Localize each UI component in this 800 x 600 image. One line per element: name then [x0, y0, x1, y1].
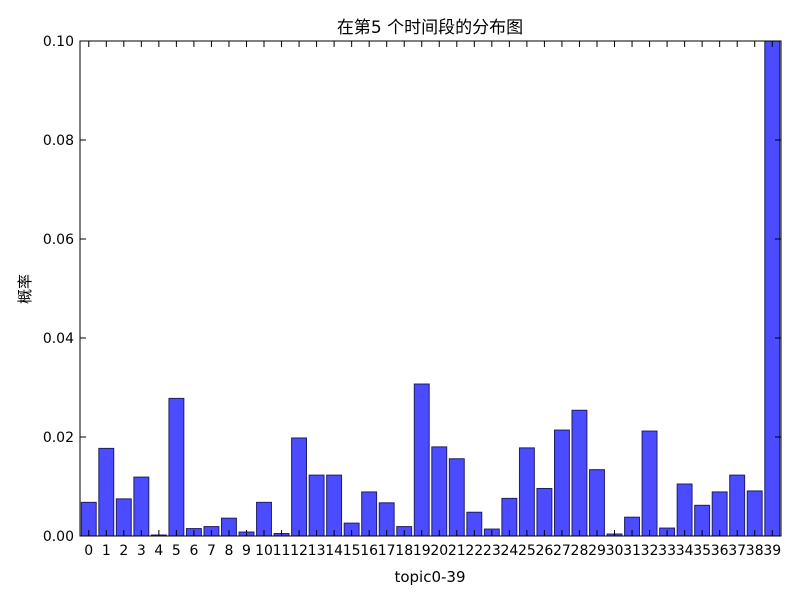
y-tick-label: 0.04 [43, 331, 74, 347]
bar-topic-26 [536, 487, 553, 537]
bar-topic-39 [764, 40, 781, 537]
x-tick-label: 15 [343, 543, 361, 559]
bar-topic-5 [168, 397, 185, 537]
chart-title: 在第5 个时间段的分布图 [337, 18, 523, 38]
bar-topic-37 [729, 474, 746, 537]
bar-topic-28 [571, 409, 588, 537]
bar-topic-19 [413, 383, 430, 537]
plot-frame [79, 40, 782, 537]
bar-topic-16 [361, 491, 378, 537]
x-tick-label: 31 [623, 543, 641, 559]
x-tick-label: 1 [102, 543, 111, 559]
x-tick-label: 8 [225, 543, 234, 559]
x-tick-label: 14 [325, 543, 343, 559]
x-tick-label: 9 [242, 543, 251, 559]
x-tick-label: 7 [207, 543, 216, 559]
x-tick-label: 19 [413, 543, 431, 559]
x-tick-label: 25 [518, 543, 536, 559]
bar-topic-21 [448, 458, 465, 537]
x-tick-label: 22 [465, 543, 483, 559]
bar-topic-34 [676, 483, 693, 537]
x-tick-label: 26 [535, 543, 553, 559]
bar-topic-36 [711, 491, 728, 537]
x-tick-label: 38 [746, 543, 764, 559]
x-tick-label: 2 [119, 543, 128, 559]
x-tick-label: 17 [378, 543, 396, 559]
x-axis-label: topic0-39 [394, 568, 465, 586]
x-tick-label: 27 [553, 543, 571, 559]
x-tick-label: 18 [395, 543, 413, 559]
x-tick-label: 35 [693, 543, 711, 559]
bar-topic-13 [308, 474, 325, 537]
bar-topic-25 [518, 447, 535, 537]
x-tick-label: 10 [255, 543, 273, 559]
bar-topic-32 [641, 430, 658, 537]
y-tick-label: 0.06 [43, 232, 74, 248]
bar-topic-3 [133, 476, 150, 537]
x-tick-label: 20 [430, 543, 448, 559]
y-tick-label: 0.10 [43, 34, 74, 50]
x-tick-label: 30 [606, 543, 624, 559]
x-tick-label: 39 [763, 543, 781, 559]
x-tick-label: 4 [154, 543, 163, 559]
bar-topic-27 [553, 429, 570, 537]
x-tick-label: 29 [588, 543, 606, 559]
x-tick-label: 36 [711, 543, 729, 559]
bar-topic-1 [98, 447, 115, 537]
y-axis-label: 概率 [16, 274, 34, 304]
x-tick-label: 11 [273, 543, 291, 559]
x-tick-label: 16 [360, 543, 378, 559]
bar-topic-14 [326, 474, 343, 537]
x-tick-label: 13 [308, 543, 326, 559]
x-tick-label: 34 [676, 543, 694, 559]
y-tick-label: 0.02 [43, 430, 74, 446]
x-tick-label: 24 [500, 543, 518, 559]
x-tick-label: 32 [641, 543, 659, 559]
bar-topic-12 [291, 437, 308, 537]
x-tick-label: 23 [483, 543, 501, 559]
x-tick-label: 37 [728, 543, 746, 559]
x-tick-label: 6 [189, 543, 198, 559]
y-tick-label: 0.08 [43, 133, 74, 149]
plot-area: 0.000.020.040.060.080.100 1 2 3 4 5 6 7 8 9 10 11 12… [43, 34, 782, 559]
x-tick-label: 5 [172, 543, 181, 559]
x-tick-label: 21 [448, 543, 466, 559]
bar-topic-20 [431, 446, 448, 537]
x-tick-label: 0 [84, 543, 93, 559]
x-tick-label: 12 [290, 543, 308, 559]
bar-topic-29 [589, 469, 605, 537]
x-tick-label: 3 [137, 543, 146, 559]
y-tick-label: 0.00 [43, 529, 74, 545]
x-tick-label: 33 [658, 543, 676, 559]
x-tick-label: 28 [571, 543, 589, 559]
bar-topic-38 [746, 490, 763, 537]
